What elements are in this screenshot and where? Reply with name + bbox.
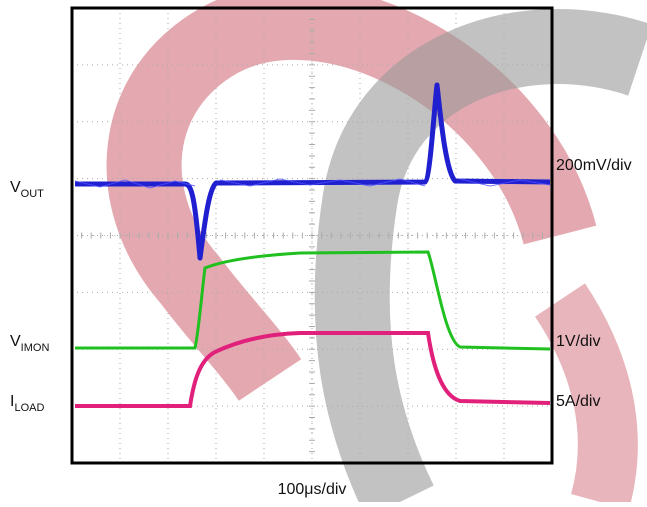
channel-scale: 5A/div xyxy=(556,393,600,410)
imon-trace xyxy=(75,250,551,351)
channel-label: ILOAD xyxy=(10,393,44,414)
timebase: 100μs/div xyxy=(278,481,347,498)
iload-trace xyxy=(75,331,551,408)
channel-label: VOUT xyxy=(10,179,44,200)
scope-frame xyxy=(70,6,554,465)
vout-trace xyxy=(75,82,551,261)
channel-scale: 1V/div xyxy=(556,333,600,350)
watermark xyxy=(106,0,647,507)
channel-label: VIMON xyxy=(10,333,49,354)
vout-noise xyxy=(74,178,551,189)
channel-scale: 200mV/div xyxy=(556,157,632,174)
